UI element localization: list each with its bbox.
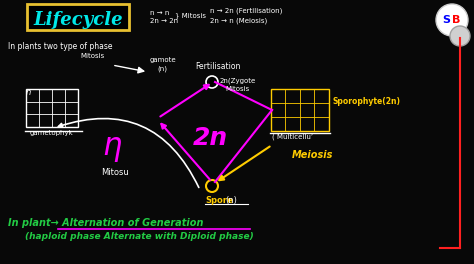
Text: Mitosis: Mitosis <box>225 86 249 92</box>
Text: 2n(Zygote: 2n(Zygote <box>220 77 256 83</box>
Text: S: S <box>442 15 450 25</box>
Text: (n): (n) <box>225 196 237 205</box>
Text: Fertilisation: Fertilisation <box>195 62 240 71</box>
Text: ( Multicellu’: ( Multicellu’ <box>272 134 313 140</box>
Text: (n): (n) <box>157 65 167 72</box>
Text: 2n → 2n: 2n → 2n <box>150 18 178 24</box>
Text: Mitosis: Mitosis <box>80 53 104 59</box>
Text: B: B <box>452 15 460 25</box>
Text: (haploid phase Alternate with Diploid phase): (haploid phase Alternate with Diploid ph… <box>25 232 254 241</box>
Text: Lifecycle: Lifecycle <box>33 11 123 29</box>
Text: gametophyk: gametophyk <box>30 130 74 136</box>
Text: Meiosis: Meiosis <box>292 150 333 160</box>
Text: Sporophyte(2n): Sporophyte(2n) <box>333 97 401 106</box>
Bar <box>26 89 78 127</box>
Text: 2n → n (Meiosis): 2n → n (Meiosis) <box>210 18 267 25</box>
Text: } Mitosis: } Mitosis <box>175 12 206 19</box>
FancyBboxPatch shape <box>27 4 129 30</box>
Text: In plants two type of phase: In plants two type of phase <box>8 42 112 51</box>
Text: n: n <box>26 88 31 97</box>
Text: Mitosu: Mitosu <box>101 168 129 177</box>
Text: 2n: 2n <box>192 126 228 150</box>
Text: η: η <box>102 134 122 163</box>
Text: n → n: n → n <box>150 10 169 16</box>
Circle shape <box>436 4 468 36</box>
Circle shape <box>450 26 470 46</box>
Circle shape <box>206 180 218 192</box>
Text: In plant→ Alternation of Generation: In plant→ Alternation of Generation <box>8 218 203 228</box>
Circle shape <box>206 76 218 88</box>
Text: gamote: gamote <box>150 57 177 63</box>
Text: Spore: Spore <box>205 196 233 205</box>
Bar <box>271 89 329 131</box>
Text: n → 2n (Fertilisation): n → 2n (Fertilisation) <box>210 8 283 15</box>
